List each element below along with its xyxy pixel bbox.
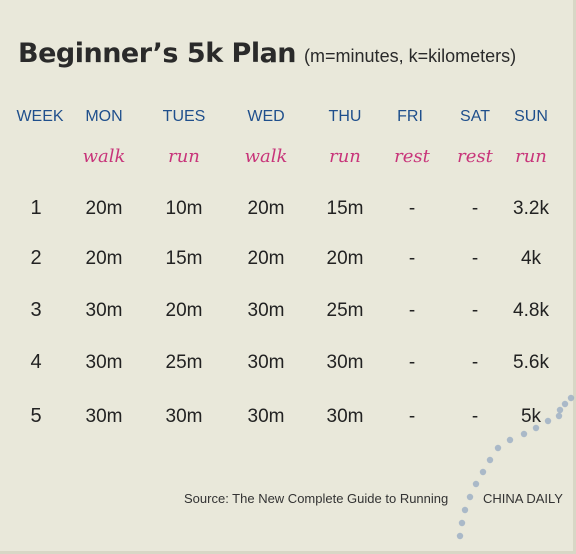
- plan-cell: 30m: [247, 300, 285, 321]
- plan-cell: -: [408, 406, 416, 427]
- plan-cell: 30m: [85, 352, 123, 373]
- plan-cell: 25m: [326, 300, 364, 321]
- header-fri: FRI: [397, 108, 423, 125]
- trail-dot: [486, 456, 494, 464]
- plan-cell: 4.8k: [513, 300, 549, 321]
- header-wed: WED: [247, 108, 285, 125]
- title-row: Beginner’s 5k Plan (m=minutes, k=kilomet…: [18, 38, 516, 69]
- plan-cell: 20m: [326, 248, 364, 269]
- plan-cell: -: [408, 248, 416, 269]
- trail-dot: [461, 506, 469, 514]
- plan-cell: 30m: [247, 352, 285, 373]
- header-week: WEEK: [16, 108, 64, 125]
- plan-cell: 30m: [326, 406, 364, 427]
- source-note: Source: The New Complete Guide to Runnin…: [184, 491, 449, 506]
- plan-cell: -: [408, 352, 416, 373]
- plan-cell: -: [471, 352, 479, 373]
- trail-dot: [555, 412, 563, 420]
- plan-cell: -: [471, 406, 479, 427]
- plan-cell: 20m: [165, 300, 203, 321]
- plan-cell: 20m: [247, 198, 285, 219]
- trail-dot: [494, 444, 502, 452]
- header-sat: SAT: [460, 108, 490, 125]
- trail-dot: [556, 406, 564, 414]
- trail-dot: [456, 532, 464, 540]
- activity-mon: walk: [82, 146, 126, 167]
- plan-cell: 30m: [165, 406, 203, 427]
- trail-dot: [479, 468, 487, 476]
- header-thu: THU: [328, 108, 362, 125]
- plan-cell: 25m: [165, 352, 203, 373]
- activity-tues: run: [168, 146, 200, 167]
- plan-cell: 10m: [165, 198, 203, 219]
- plan-cell: 15m: [165, 248, 203, 269]
- trail-dot: [506, 436, 514, 444]
- plan-cell: -: [471, 300, 479, 321]
- header-sun: SUN: [514, 108, 548, 125]
- plan-cell: -: [471, 198, 479, 219]
- trail-dot: [520, 430, 528, 438]
- week-number: 5: [30, 405, 42, 427]
- plan-cell: 30m: [85, 406, 123, 427]
- week-number: 4: [30, 351, 42, 373]
- plan-cell: 4k: [520, 248, 542, 269]
- activity-sat: rest: [457, 146, 493, 167]
- trail-dot: [544, 417, 552, 425]
- credit-label: CHINA DAILY: [483, 491, 563, 506]
- activity-fri: rest: [394, 146, 430, 167]
- week-number: 3: [30, 299, 42, 321]
- trail-dot: [561, 400, 569, 408]
- activity-wed: walk: [244, 146, 288, 167]
- week-number: 1: [30, 197, 42, 219]
- plan-cell: 30m: [326, 352, 364, 373]
- plan-cell: -: [408, 198, 416, 219]
- plan-cell: -: [408, 300, 416, 321]
- plan-cell: 20m: [85, 248, 123, 269]
- trail-dot: [567, 394, 575, 402]
- plan-cell: 20m: [247, 248, 285, 269]
- activity-sun: run: [515, 146, 547, 167]
- page-title: Beginner’s 5k Plan: [18, 38, 297, 69]
- plan-cell: 30m: [247, 406, 285, 427]
- header-mon: MON: [85, 108, 123, 125]
- plan-cell: 30m: [85, 300, 123, 321]
- plan-cell: 5k: [520, 406, 542, 427]
- week-number: 2: [30, 247, 42, 269]
- plan-cell: 20m: [85, 198, 123, 219]
- plan-cell: -: [471, 248, 479, 269]
- plan-cell: 3.2k: [513, 198, 549, 219]
- trail-dot: [472, 480, 480, 488]
- trail-dot: [458, 519, 466, 527]
- header-tues: TUES: [162, 108, 206, 125]
- plan-cell: 5.6k: [513, 352, 549, 373]
- page-subtitle: (m=minutes, k=kilometers): [304, 46, 517, 66]
- trail-dot: [466, 493, 474, 501]
- plan-cell: 15m: [326, 198, 364, 219]
- activity-thu: run: [329, 146, 361, 167]
